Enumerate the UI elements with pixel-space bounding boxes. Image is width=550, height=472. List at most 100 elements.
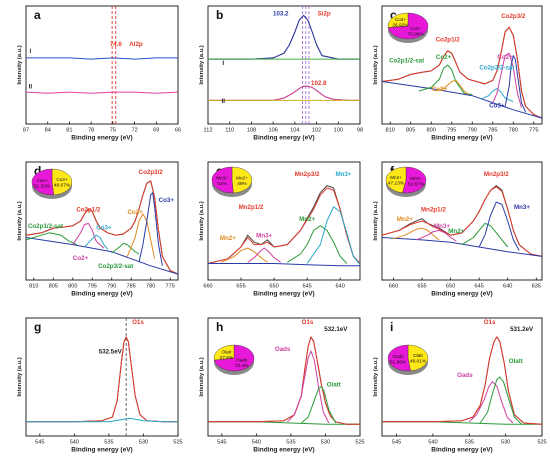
x-tick-label: 535 xyxy=(104,440,113,446)
series-line xyxy=(393,227,440,241)
x-tick-label: 84 xyxy=(45,128,51,134)
x-tick-label: 785 xyxy=(488,128,497,134)
series-line xyxy=(468,381,514,424)
series-line xyxy=(208,263,360,267)
x-axis-label: Binding energy (eV) xyxy=(71,447,132,454)
annotation: II xyxy=(29,84,33,91)
pie-label: Co2+ xyxy=(410,26,421,31)
annotation: Mn2+ xyxy=(299,216,315,223)
x-tick-label: 112 xyxy=(204,128,213,134)
series-line xyxy=(418,64,473,95)
pie-slice xyxy=(213,344,235,361)
x-tick-label: 108 xyxy=(247,128,256,134)
x-tick-label: 795 xyxy=(447,128,456,134)
pie-value: 48.01% xyxy=(410,359,427,365)
x-tick-label: 106 xyxy=(268,128,277,134)
pie-slice xyxy=(231,166,253,194)
y-axis-label: Intensity (a.u.) xyxy=(17,357,23,396)
x-tick-label: 78 xyxy=(88,128,94,134)
panel-letter: i xyxy=(390,320,393,334)
plot-frame xyxy=(25,5,179,125)
x-tick-label: 525 xyxy=(537,440,546,446)
annotation: Co3+ xyxy=(432,86,448,93)
pie-inset: Mn2+49% Mn3+51% xyxy=(211,166,253,197)
pie-value: 48.67% xyxy=(54,183,71,189)
x-tick-label: 775 xyxy=(166,284,175,290)
annotation: Si2p xyxy=(318,10,331,17)
series-line xyxy=(25,180,179,275)
annotation: 102.8 xyxy=(311,80,327,87)
pie-value: 49% xyxy=(237,181,247,187)
plot-frame xyxy=(207,317,361,437)
series-line xyxy=(207,185,361,264)
annotation: Olatt xyxy=(509,358,523,365)
pie-value: 51% xyxy=(217,181,227,187)
pie-label: Olatt xyxy=(413,353,423,358)
x-tick-label: 645 xyxy=(302,284,311,290)
x-tick-label: 655 xyxy=(417,284,426,290)
annotation: I xyxy=(29,48,31,55)
annotation: Mn3+ xyxy=(514,204,530,211)
x-tick-label: 72 xyxy=(131,128,137,134)
pie-value: 47.13% xyxy=(388,180,405,186)
x-tick-label: 780 xyxy=(146,284,155,290)
pie-inset: Co3+48.67% Co2+51.33% xyxy=(31,168,73,199)
pie-slice xyxy=(51,168,73,196)
x-axis-label: Binding energy (eV) xyxy=(71,291,132,298)
series-line xyxy=(300,385,337,424)
x-tick-label: 810 xyxy=(29,284,38,290)
pie-label: Co3+ xyxy=(56,177,67,182)
pie-value: 26.92% xyxy=(392,23,409,29)
annotation: Mn2p1/2 xyxy=(421,207,446,214)
series-line xyxy=(306,206,361,266)
x-tick-label: 645 xyxy=(474,284,483,290)
series-line xyxy=(25,237,179,275)
panel-letter: d xyxy=(34,164,41,178)
x-tick-label: 635 xyxy=(532,284,541,290)
annotation: Mn2p1/2 xyxy=(239,204,264,211)
annotation: 531.2eV xyxy=(510,326,534,333)
series-line xyxy=(492,52,522,108)
panel-letter: c xyxy=(390,8,397,22)
y-axis-label: Intensity (a.u.) xyxy=(373,201,379,240)
annotation: Mn2p3/2 xyxy=(295,171,320,178)
x-axis-label: Binding energy (eV) xyxy=(431,291,492,298)
series-line xyxy=(72,222,105,249)
series-line xyxy=(504,55,527,113)
x-tick-label: 104 xyxy=(290,128,299,134)
pie-label: Oads xyxy=(393,354,405,359)
x-tick-label: 780 xyxy=(509,128,518,134)
pie-value: 72.4% xyxy=(235,363,249,369)
x-tick-label: 785 xyxy=(127,284,136,290)
annotation: 532.5eV xyxy=(99,348,123,355)
series-line xyxy=(381,81,543,119)
x-tick-label: 545 xyxy=(217,440,226,446)
series-line xyxy=(416,229,457,242)
annotation: II xyxy=(221,98,225,105)
panel-letter: g xyxy=(34,320,41,334)
pie-slice xyxy=(407,344,429,372)
x-tick-label: 800 xyxy=(427,128,436,134)
x-tick-label: 650 xyxy=(269,284,278,290)
x-axis-label: Binding energy (eV) xyxy=(431,447,492,454)
annotation: 532.1eV xyxy=(324,326,348,333)
series-line xyxy=(25,91,179,94)
pie-label: Olatt xyxy=(222,349,232,354)
pie-value: 27.6% xyxy=(220,355,234,361)
x-tick-label: 640 xyxy=(336,284,345,290)
annotation: Co3+ xyxy=(489,102,505,109)
panel-h: 545 540 535 530 525 Binding energy (eV) Intens… xyxy=(199,317,365,454)
series-line xyxy=(26,57,178,60)
series-line xyxy=(479,376,522,425)
annotation: Oads xyxy=(275,346,291,353)
series-line xyxy=(381,237,543,257)
x-axis-label: Binding energy (eV) xyxy=(253,447,314,454)
annotation: Co2+ xyxy=(127,209,143,216)
x-tick-label: 525 xyxy=(355,440,364,446)
annotation: Mn2+ xyxy=(448,228,464,235)
pie-inset: Mn3+52.87% Mn2+47.13% xyxy=(385,166,427,197)
series-line xyxy=(435,79,469,95)
x-tick-label: 540 xyxy=(428,440,437,446)
